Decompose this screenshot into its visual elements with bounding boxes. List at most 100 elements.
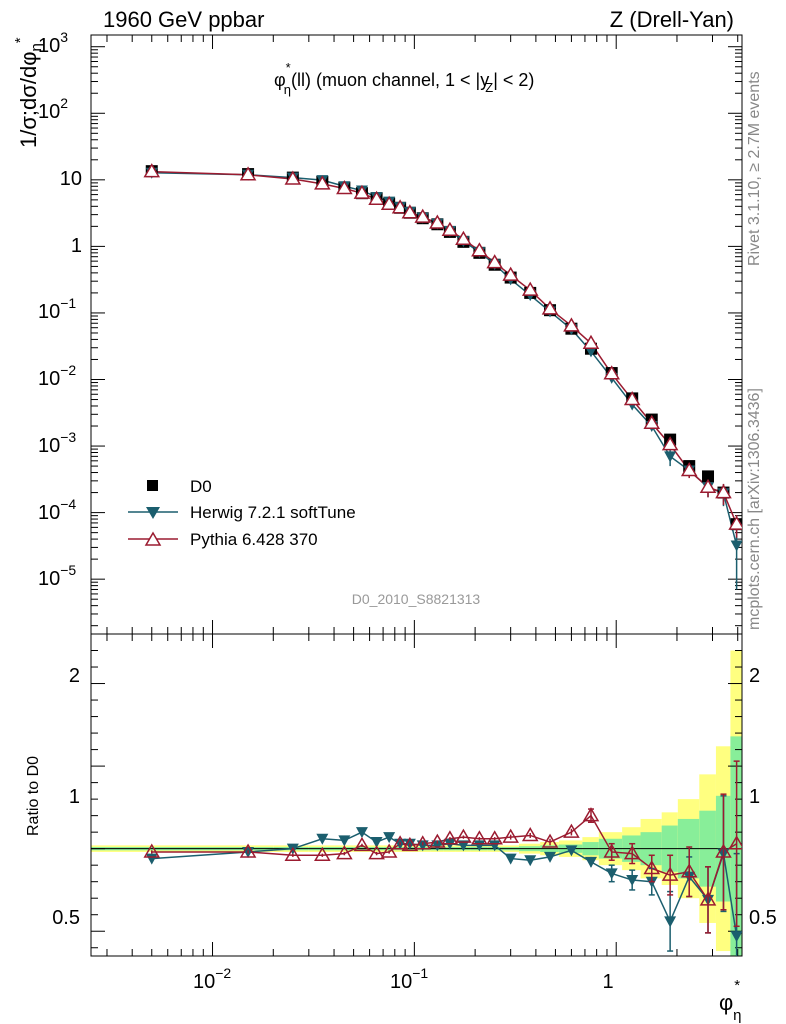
main-y-tick-labels: 10−5 10−4 10−3 10−2 10−1 1 10 102 103 bbox=[38, 29, 82, 590]
pythia-ratio-point bbox=[541, 833, 559, 848]
pythia-point bbox=[486, 254, 503, 269]
legend-marker-herwig bbox=[146, 507, 160, 519]
pythia-ratio-point bbox=[336, 845, 353, 860]
ratio-ytick-1-right: 1 bbox=[749, 786, 760, 808]
ratio-ytick-1: 1 bbox=[69, 786, 80, 808]
herwig-ratio-point bbox=[565, 845, 578, 857]
pythia-ratio-point bbox=[643, 859, 661, 875]
pythia-point bbox=[455, 230, 472, 246]
pythia-line bbox=[151, 170, 738, 525]
legend-label-pythia: Pythia 6.428 370 bbox=[190, 530, 318, 549]
xtick-1: 1 bbox=[602, 971, 613, 993]
pythia-point bbox=[680, 461, 698, 477]
pythia-point bbox=[368, 190, 385, 206]
pythia-ratio-point bbox=[380, 843, 398, 858]
pythia-point bbox=[336, 180, 353, 195]
herwig-ratio-point bbox=[457, 840, 470, 852]
pythia-ratio-point bbox=[502, 828, 519, 843]
d0-point bbox=[702, 470, 715, 483]
pythia-point bbox=[715, 484, 732, 499]
main-panel-frame bbox=[90, 34, 743, 635]
main-ytick-1: 1 bbox=[71, 235, 82, 257]
y-axis-title: 1/σ;dσ/dφη* bbox=[12, 37, 45, 148]
herwig-ratio-point bbox=[355, 827, 368, 839]
pythia-point bbox=[471, 242, 488, 257]
pythia-point bbox=[563, 317, 580, 332]
pythia-ratio-point bbox=[401, 836, 419, 852]
legend-label-herwig: Herwig 7.2.1 softTune bbox=[190, 503, 356, 522]
pythia-ratio-point bbox=[486, 830, 503, 845]
pythia-point bbox=[391, 199, 409, 214]
herwig-ratio-point bbox=[370, 837, 383, 849]
pythia-point bbox=[239, 166, 257, 181]
herwig-ratio-point bbox=[338, 835, 351, 847]
herwig-ratio-point bbox=[626, 875, 639, 887]
main-ytick-1e-5: 10−5 bbox=[38, 562, 76, 590]
x-axis-title: φ* η bbox=[719, 977, 741, 1024]
ratio-ytick-0.5: 0.5 bbox=[52, 907, 80, 929]
pythia-point bbox=[353, 184, 371, 199]
pythia-ratio-point bbox=[661, 866, 679, 881]
pythia-ratio-point bbox=[680, 863, 698, 878]
pythia-ratio-point bbox=[239, 843, 257, 858]
pythia-point bbox=[623, 391, 641, 406]
herwig-ratio-point bbox=[584, 856, 597, 868]
pythia-point bbox=[582, 334, 600, 350]
pythia-ratio-point bbox=[521, 826, 539, 842]
xtick-exp: −2 bbox=[215, 965, 231, 981]
pythia-ratio-point bbox=[314, 846, 331, 862]
plot-title: φ* η(ll) (muon channel, 1 < |yZ| < 2) bbox=[274, 60, 534, 97]
ytick-exp: −1 bbox=[60, 295, 76, 311]
axis-ticks bbox=[91, 35, 742, 956]
legend-label-d0: D0 bbox=[190, 477, 212, 496]
herwig-ratio-point bbox=[316, 833, 329, 845]
herwig-ratio-point bbox=[145, 853, 158, 865]
pythia-ratio-point bbox=[582, 807, 600, 822]
pythia-ratio-point bbox=[429, 833, 446, 848]
xtick-1e-1: 10−1 bbox=[390, 965, 428, 993]
ytick-exp: −4 bbox=[60, 496, 76, 512]
pythia-point bbox=[441, 221, 459, 236]
ytick-exp: −5 bbox=[60, 562, 76, 578]
ratio-ytick-0.5-right: 0.5 bbox=[749, 907, 777, 929]
legend-marker-pythia bbox=[144, 531, 162, 546]
pythia-point bbox=[643, 414, 661, 430]
pythia-point bbox=[284, 170, 302, 185]
pythia-ratio-point bbox=[441, 830, 459, 845]
pythia-point bbox=[414, 208, 432, 223]
main-ytick-1e-4: 10−4 bbox=[38, 496, 76, 524]
ratio-ytick-2: 2 bbox=[69, 665, 80, 687]
xtick-1e-2: 10−2 bbox=[193, 965, 231, 993]
legend-marker-d0 bbox=[147, 480, 158, 491]
pythia-point bbox=[380, 195, 398, 210]
header-right-title: Z (Drell-Yan) bbox=[610, 7, 734, 32]
analysis-tag: D0_2010_S8821313 bbox=[352, 591, 481, 607]
main-ytick-1e-2: 10−2 bbox=[38, 362, 76, 390]
main-ytick-10: 10 bbox=[60, 168, 82, 190]
pythia-point bbox=[521, 281, 539, 296]
herwig-ratio-point bbox=[524, 855, 537, 867]
pythia-ratio-point bbox=[353, 836, 371, 852]
herwig-ratio-point bbox=[544, 851, 557, 863]
herwig-ratio-point bbox=[504, 853, 517, 865]
pythia-point bbox=[314, 175, 331, 190]
svg-text:φ*η: φ* η bbox=[719, 977, 741, 1024]
pythia-ratio-point bbox=[728, 835, 742, 850]
pythia-ratio-point bbox=[284, 846, 302, 862]
main-ytick-1e-1: 10−1 bbox=[38, 295, 76, 323]
ytick-exp: −3 bbox=[60, 429, 76, 445]
pythia-ratio-point bbox=[623, 845, 641, 860]
pythia-point bbox=[143, 163, 161, 178]
pythia-ratio-point bbox=[455, 828, 472, 843]
pythia-point bbox=[502, 266, 519, 281]
pythia-ratio-point bbox=[603, 843, 621, 858]
herwig-ratio-point bbox=[605, 868, 618, 880]
pythia-point bbox=[728, 515, 742, 530]
herwig-ratio-point bbox=[664, 916, 677, 928]
pythia-point bbox=[429, 214, 446, 229]
pythia-point bbox=[541, 300, 559, 315]
pythia-ratio-point bbox=[391, 835, 409, 850]
main-data-marks bbox=[143, 163, 742, 590]
herwig-ratio-point bbox=[431, 840, 444, 852]
herwig-point bbox=[730, 540, 742, 552]
